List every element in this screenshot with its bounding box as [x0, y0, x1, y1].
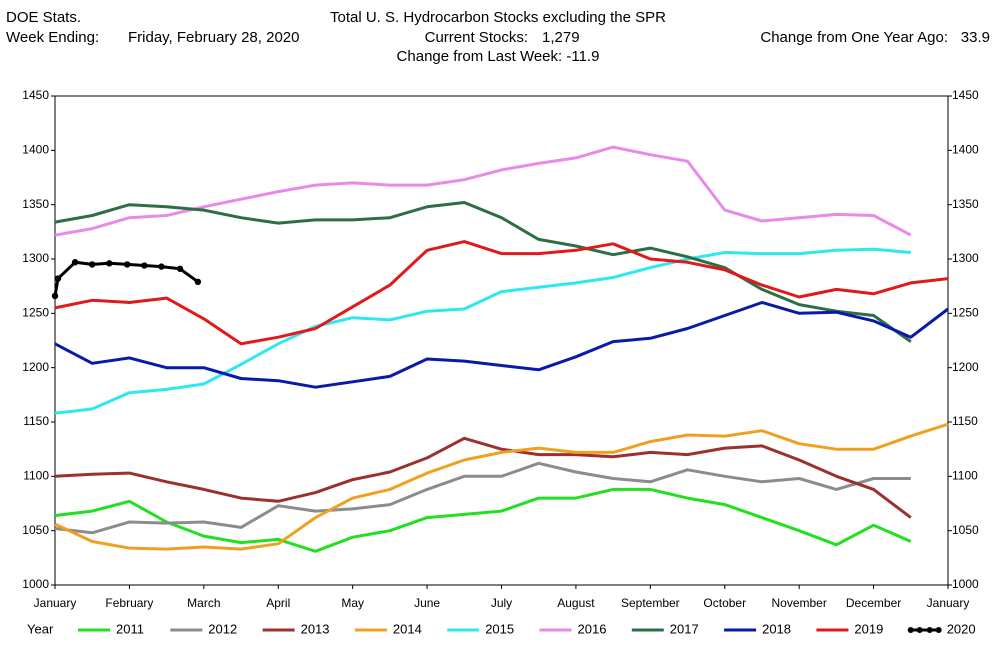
- series-line: [54, 422, 949, 551]
- y2-tick-label: 1150: [952, 414, 978, 428]
- x-tick-label: March: [187, 596, 220, 610]
- legend-title: Year: [27, 621, 54, 636]
- y-tick-label: 1200: [22, 360, 49, 374]
- legend-marker: [907, 627, 914, 633]
- y-tick-label: 1000: [22, 577, 49, 591]
- legend-marker: [935, 627, 942, 633]
- y2-tick-label: 1250: [952, 306, 979, 320]
- series-marker: [141, 262, 148, 269]
- series-line: [54, 240, 949, 346]
- x-tick-label: September: [621, 596, 680, 610]
- chart-title: Total U. S. Hydrocarbon Stocks excluding…: [330, 9, 666, 26]
- x-tick-label: December: [846, 596, 901, 610]
- series-line: [54, 247, 911, 415]
- series-line: [54, 436, 912, 519]
- y-tick-label: 1050: [22, 523, 49, 537]
- series-line: [53, 260, 199, 297]
- y2-tick-label: 1050: [952, 523, 979, 537]
- y-tick-label: 1100: [23, 469, 49, 483]
- legend-label: 2017: [670, 621, 699, 636]
- y2-tick-label: 1450: [952, 88, 979, 102]
- y2-tick-label: 1400: [952, 143, 979, 157]
- legend-label: 2019: [854, 621, 883, 636]
- year-change-label: Change from One Year Ago:: [760, 29, 948, 46]
- x-tick-label: February: [105, 596, 153, 610]
- week: Friday, February 28, 2020: [128, 29, 299, 46]
- y-tick-label: 1350: [22, 197, 49, 211]
- series-line: [54, 461, 911, 535]
- x-tick-label: May: [341, 596, 364, 610]
- y2-tick-label: 1200: [952, 360, 979, 374]
- legend-label: 2015: [485, 621, 514, 636]
- legend-marker: [916, 627, 923, 633]
- series-marker: [176, 265, 184, 272]
- y-tick-label: 1150: [23, 414, 49, 428]
- legend-label: 2016: [578, 621, 607, 636]
- week-change: Change from Last Week: -11.9: [397, 48, 600, 65]
- series-marker: [123, 261, 131, 268]
- x-tick-label: November: [771, 596, 826, 610]
- y-tick-label: 1400: [22, 143, 49, 157]
- x-tick-label: January: [34, 596, 77, 610]
- stocks: 1,279: [542, 29, 580, 46]
- legend-label: 2013: [301, 621, 330, 636]
- x-tick-label: April: [266, 596, 290, 610]
- y-tick-label: 1250: [22, 306, 49, 320]
- legend-label: 2014: [393, 621, 422, 636]
- y-tick-label: 1300: [22, 251, 49, 265]
- y2-tick-label: 1350: [952, 197, 979, 211]
- legend-label: 2011: [116, 621, 144, 636]
- series-line: [54, 201, 912, 343]
- year-change: 33.9: [961, 29, 990, 46]
- series-marker: [71, 259, 79, 266]
- x-tick-label: July: [491, 596, 512, 610]
- legend-label: 2020: [947, 621, 976, 636]
- y2-tick-label: 1300: [952, 251, 979, 265]
- stocks-label: Current Stocks:: [425, 29, 528, 46]
- y2-tick-label: 1100: [952, 469, 978, 483]
- x-tick-label: October: [703, 596, 746, 610]
- series-marker: [89, 261, 96, 268]
- series-line: [54, 301, 949, 389]
- series-line: [54, 487, 912, 553]
- y2-tick-label: 1000: [952, 577, 979, 591]
- legend-label: 2012: [208, 621, 237, 636]
- series-line: [54, 145, 912, 237]
- source: DOE Stats.: [6, 9, 81, 26]
- week-label: Week Ending:: [6, 29, 99, 46]
- x-tick-label: August: [557, 596, 595, 610]
- x-tick-label: June: [414, 596, 440, 610]
- x-tick-label: January: [927, 596, 970, 610]
- series-marker: [54, 275, 62, 282]
- series-marker: [158, 263, 165, 270]
- y-tick-label: 1450: [22, 88, 49, 102]
- series-marker: [51, 292, 59, 300]
- legend-marker: [926, 627, 933, 633]
- series-marker: [194, 278, 202, 286]
- legend-label: 2018: [762, 621, 791, 636]
- series-marker: [106, 260, 113, 267]
